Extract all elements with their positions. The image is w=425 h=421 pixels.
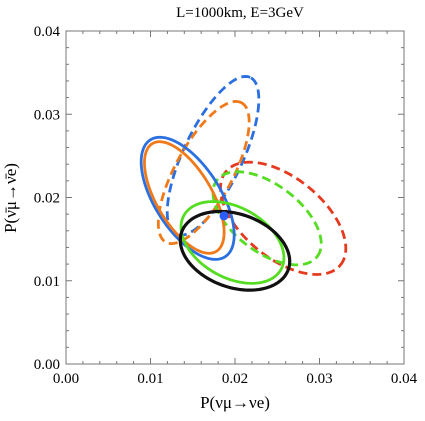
dashed-ellipse-1 [156, 100, 251, 245]
x-tick-label: 0.02 [222, 371, 248, 387]
y-tick-label: 0.03 [34, 107, 60, 123]
x-axis-label: P(νμ→νe) [200, 393, 270, 412]
x-tick-label: 0.03 [306, 371, 332, 387]
ticks-layer: 0.00 0.01 0.02 0.03 0.04 0.00 0.01 0.02 0.03 0.04 [34, 24, 418, 387]
chart-title: L=1000km, E=3GeV [176, 5, 304, 21]
y-tick-label: 0.01 [34, 274, 60, 290]
x-tick-label: 0.04 [391, 371, 418, 387]
ellipses-layer [139, 75, 348, 292]
solid-ellipse-7 [178, 209, 292, 292]
dashed-ellipse-3 [211, 170, 323, 267]
y-tick-label: 0.04 [34, 24, 61, 40]
y-axis-label: P(ν̄μ→ν̄e) [1, 163, 20, 233]
y-tick-label: 0.02 [34, 191, 60, 207]
x-tick-label: 0.00 [53, 371, 79, 387]
point-layer [219, 211, 229, 221]
x-tick-label: 0.01 [137, 371, 163, 387]
true-point-marker [219, 211, 229, 221]
y-tick-label: 0.00 [34, 357, 60, 373]
